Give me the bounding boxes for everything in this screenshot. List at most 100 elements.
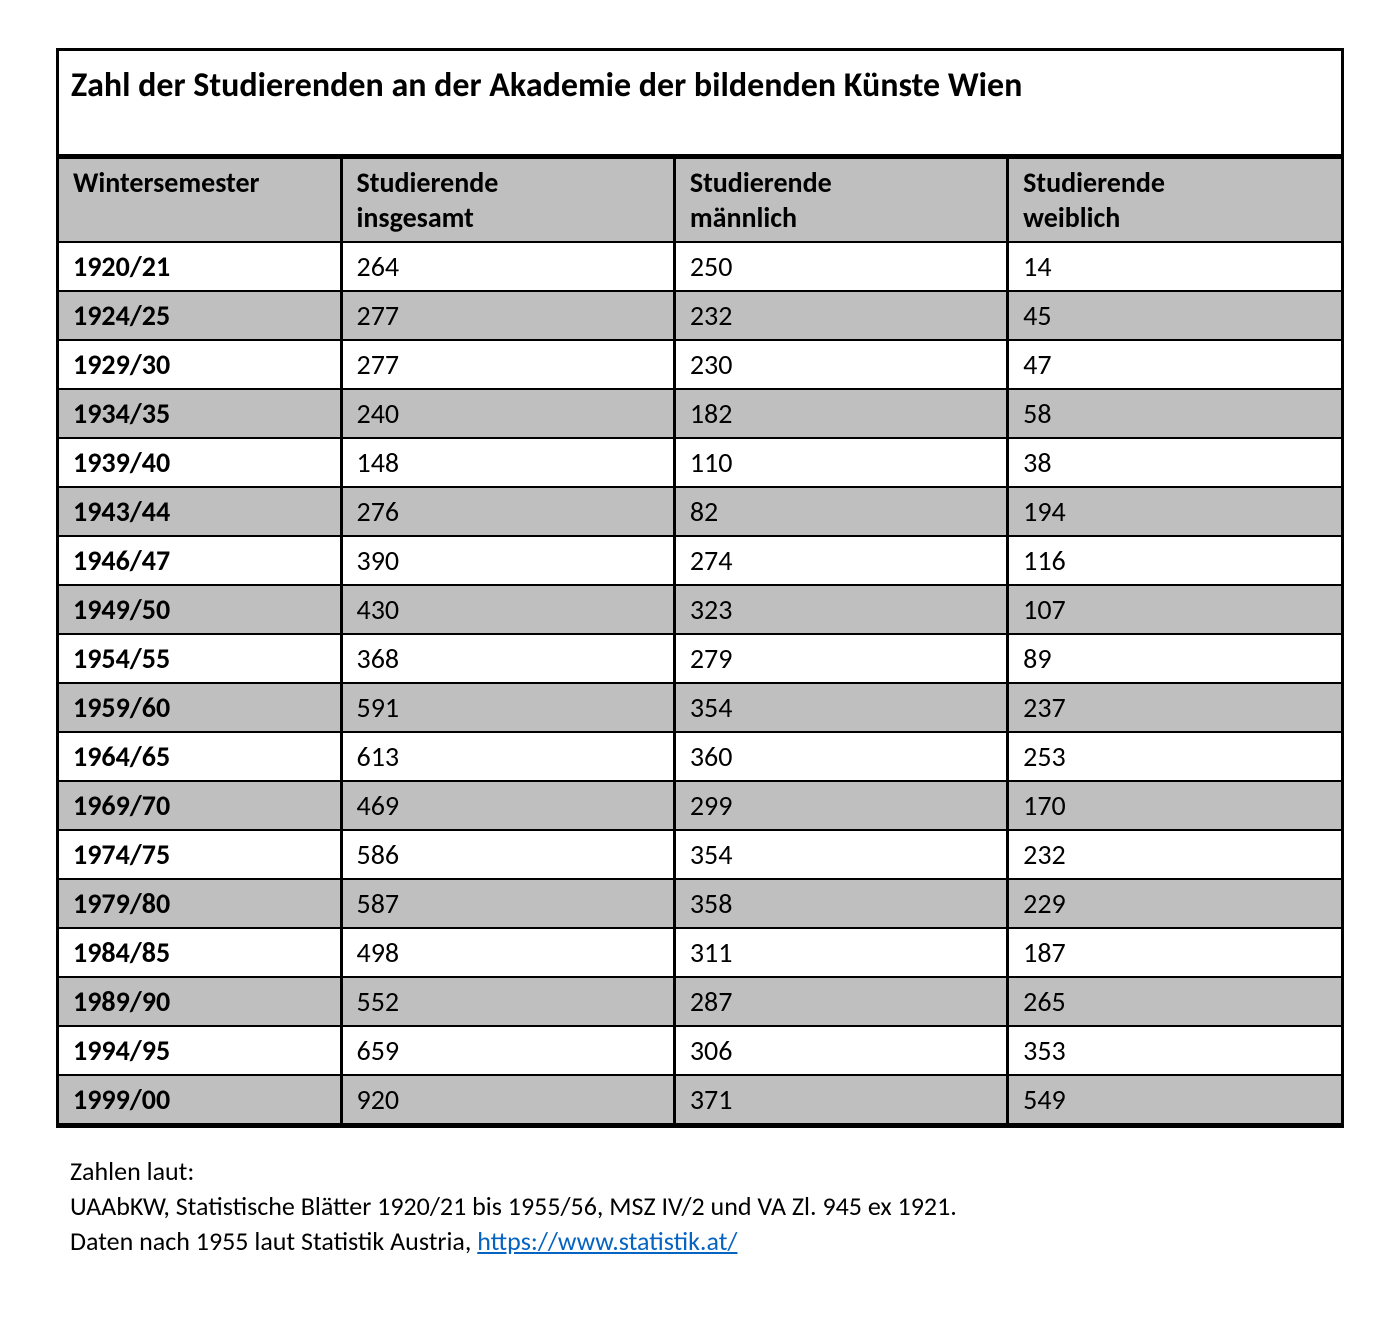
row-semester: 1949/50 — [59, 585, 341, 634]
footnote-text: Daten nach 1955 laut Statistik Austria, — [70, 1225, 477, 1257]
row-semester: 1959/60 — [59, 683, 341, 732]
row-male: 250 — [674, 242, 1007, 291]
table-row: 1939/4014811038 — [59, 438, 1341, 487]
students-table-container: Zahl der Studierenden an der Akademie de… — [56, 48, 1344, 1128]
row-male: 230 — [674, 340, 1007, 389]
row-male: 110 — [674, 438, 1007, 487]
table-row: 1929/3027723047 — [59, 340, 1341, 389]
table-row: 1979/80587358229 — [59, 879, 1341, 928]
row-female: 549 — [1008, 1075, 1341, 1124]
col-header-total: Studierende insgesamt — [341, 158, 674, 242]
row-male: 279 — [674, 634, 1007, 683]
row-male: 360 — [674, 732, 1007, 781]
row-total: 591 — [341, 683, 674, 732]
row-total: 148 — [341, 438, 674, 487]
table-row: 1924/2527723245 — [59, 291, 1341, 340]
row-total: 469 — [341, 781, 674, 830]
col-header-male: Studierende männlich — [674, 158, 1007, 242]
row-total: 552 — [341, 977, 674, 1026]
row-semester: 1920/21 — [59, 242, 341, 291]
table-row: 1974/75586354232 — [59, 830, 1341, 879]
table-body: 1920/21264250141924/25277232451929/30277… — [59, 242, 1341, 1124]
col-header-semester: Wintersemester — [59, 158, 341, 242]
row-female: 232 — [1008, 830, 1341, 879]
col-header-label: insgesamt — [357, 200, 661, 235]
row-male: 299 — [674, 781, 1007, 830]
col-header-label: weiblich — [1023, 200, 1329, 235]
row-semester: 1999/00 — [59, 1075, 341, 1124]
col-header-label: Studierende — [690, 165, 994, 200]
row-total: 276 — [341, 487, 674, 536]
row-male: 311 — [674, 928, 1007, 977]
table-row: 1969/70469299170 — [59, 781, 1341, 830]
row-female: 229 — [1008, 879, 1341, 928]
row-female: 89 — [1008, 634, 1341, 683]
row-total: 586 — [341, 830, 674, 879]
footnote-line: Daten nach 1955 laut Statistik Austria, … — [70, 1224, 1344, 1259]
row-total: 277 — [341, 340, 674, 389]
row-total: 613 — [341, 732, 674, 781]
row-semester: 1943/44 — [59, 487, 341, 536]
row-female: 253 — [1008, 732, 1341, 781]
row-total: 430 — [341, 585, 674, 634]
row-male: 274 — [674, 536, 1007, 585]
table-row: 1949/50430323107 — [59, 585, 1341, 634]
row-semester: 1994/95 — [59, 1026, 341, 1075]
table-row: 1999/00920371549 — [59, 1075, 1341, 1124]
col-header-label: Wintersemester — [73, 165, 328, 200]
row-male: 306 — [674, 1026, 1007, 1075]
row-female: 14 — [1008, 242, 1341, 291]
row-total: 240 — [341, 389, 674, 438]
row-semester: 1979/80 — [59, 879, 341, 928]
row-semester: 1924/25 — [59, 291, 341, 340]
source-footnote: Zahlen laut: UAAbKW, Statistische Blätte… — [56, 1154, 1344, 1259]
col-header-label: männlich — [690, 200, 994, 235]
source-link[interactable]: https://www.statistik.at/ — [477, 1225, 737, 1257]
row-total: 587 — [341, 879, 674, 928]
row-total: 920 — [341, 1075, 674, 1124]
row-semester: 1934/35 — [59, 389, 341, 438]
students-table: Wintersemester Studierende insgesamt Stu… — [59, 157, 1341, 1125]
row-female: 353 — [1008, 1026, 1341, 1075]
table-row: 1920/2126425014 — [59, 242, 1341, 291]
row-male: 232 — [674, 291, 1007, 340]
table-row: 1943/4427682194 — [59, 487, 1341, 536]
row-male: 358 — [674, 879, 1007, 928]
row-male: 182 — [674, 389, 1007, 438]
col-header-female: Studierende weiblich — [1008, 158, 1341, 242]
footnote-line: UAAbKW, Statistische Blätter 1920/21 bis… — [70, 1189, 1344, 1224]
row-semester: 1969/70 — [59, 781, 341, 830]
table-row: 1959/60591354237 — [59, 683, 1341, 732]
row-female: 107 — [1008, 585, 1341, 634]
row-semester: 1954/55 — [59, 634, 341, 683]
col-header-label: Studierende — [357, 165, 661, 200]
row-semester: 1964/65 — [59, 732, 341, 781]
row-female: 58 — [1008, 389, 1341, 438]
row-female: 237 — [1008, 683, 1341, 732]
row-semester: 1946/47 — [59, 536, 341, 585]
row-semester: 1974/75 — [59, 830, 341, 879]
row-semester: 1939/40 — [59, 438, 341, 487]
row-female: 38 — [1008, 438, 1341, 487]
row-male: 323 — [674, 585, 1007, 634]
row-male: 354 — [674, 683, 1007, 732]
table-row: 1954/5536827989 — [59, 634, 1341, 683]
row-semester: 1929/30 — [59, 340, 341, 389]
table-row: 1964/65613360253 — [59, 732, 1341, 781]
table-row: 1946/47390274116 — [59, 536, 1341, 585]
table-row: 1934/3524018258 — [59, 389, 1341, 438]
row-female: 116 — [1008, 536, 1341, 585]
table-row: 1994/95659306353 — [59, 1026, 1341, 1075]
table-row: 1984/85498311187 — [59, 928, 1341, 977]
row-semester: 1989/90 — [59, 977, 341, 1026]
row-total: 368 — [341, 634, 674, 683]
table-header-row: Wintersemester Studierende insgesamt Stu… — [59, 158, 1341, 242]
row-male: 354 — [674, 830, 1007, 879]
table-title: Zahl der Studierenden an der Akademie de… — [59, 51, 1341, 157]
row-male: 287 — [674, 977, 1007, 1026]
footnote-line: Zahlen laut: — [70, 1154, 1344, 1189]
row-female: 194 — [1008, 487, 1341, 536]
row-semester: 1984/85 — [59, 928, 341, 977]
row-total: 277 — [341, 291, 674, 340]
row-total: 498 — [341, 928, 674, 977]
